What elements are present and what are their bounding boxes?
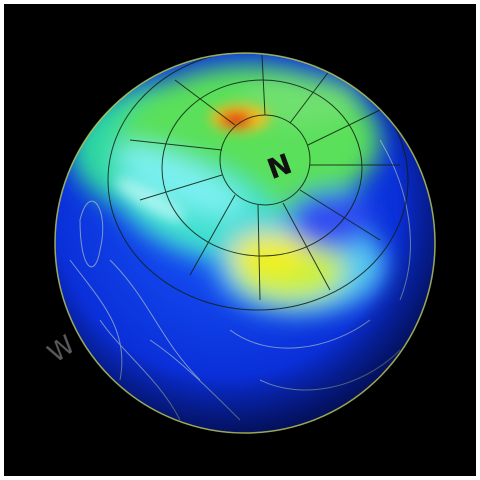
globe-image: N W <box>0 0 480 480</box>
page: N W (() => { const data = JSON.parse(doc… <box>0 0 480 480</box>
